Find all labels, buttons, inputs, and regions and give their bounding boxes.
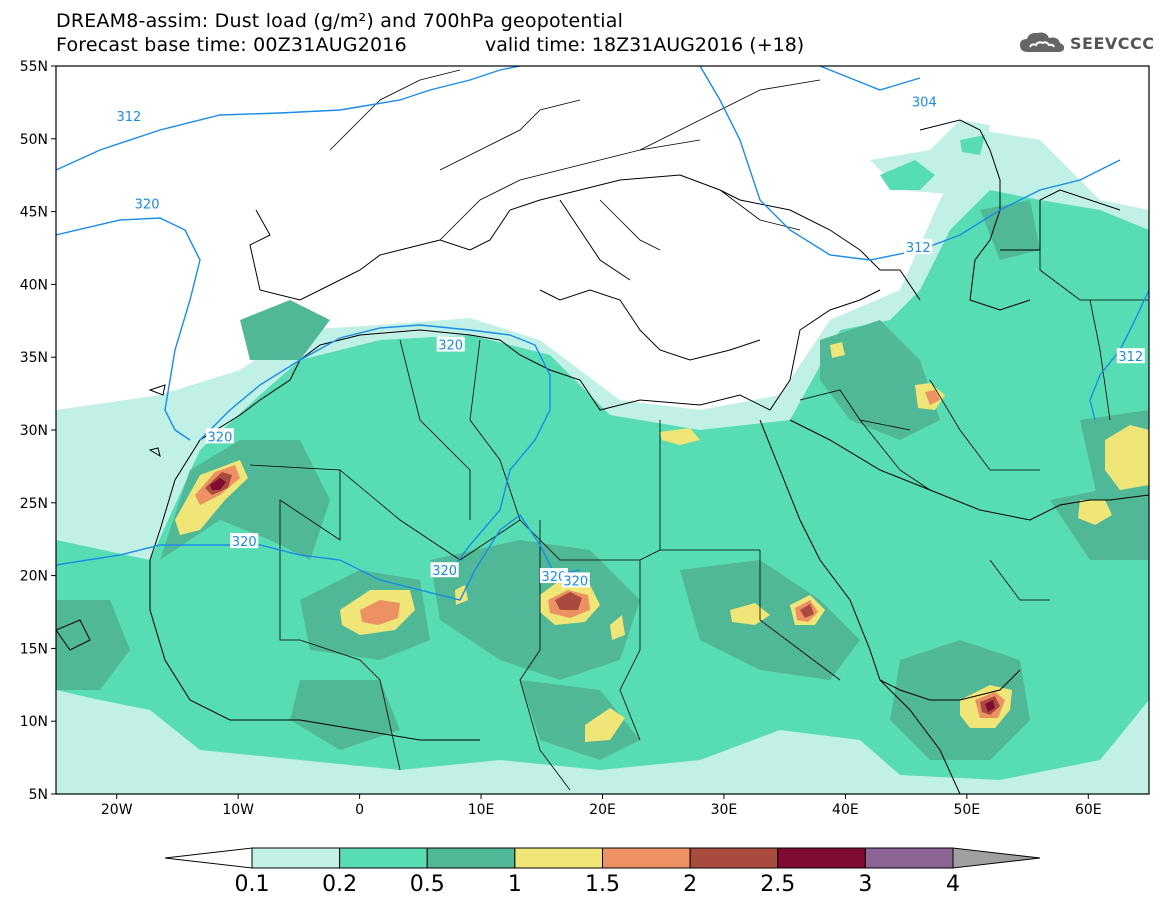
colorbar-swatch [864, 847, 954, 869]
lon-tick-label: 50E [953, 802, 980, 818]
colorbar-level-label: 1.5 [585, 872, 620, 897]
contour-label: 320 [438, 339, 463, 354]
dust-level-2-5 [210, 478, 995, 712]
forecast-base-time: Forecast base time: 00Z31AUG2016 [56, 34, 407, 56]
lat-tick-label: 10N [20, 714, 48, 730]
colorbar-level-label: 1 [507, 872, 522, 897]
colorbar-swatch [339, 847, 428, 869]
logo-text: SEEVCCC [1070, 33, 1155, 53]
colorbar [164, 847, 1041, 869]
lat-tick-label: 50N [20, 132, 48, 148]
contour-label-bg [561, 572, 590, 588]
borders [249, 69, 1149, 791]
contour-label: 312 [116, 110, 141, 125]
contour-label-bg [230, 533, 259, 549]
lat-tick-label: 5N [29, 787, 48, 803]
lon-tick-label: 10W [222, 802, 254, 818]
colorbar-level-label: 0.1 [234, 872, 270, 897]
contour-label-bg [205, 428, 234, 444]
colorbar-level-label: 0.5 [409, 872, 445, 897]
colorbar-swatch [602, 847, 691, 869]
seevccc-logo: SEEVCCC [1018, 28, 1158, 58]
contour-label: 320 [563, 574, 588, 589]
contour-label: 304 [912, 95, 937, 110]
map-title: DREAM8-assim: Dust load (g/m²) and 700hP… [56, 10, 624, 32]
contour-label-bg [904, 239, 933, 254]
contour-label-bg [114, 107, 143, 123]
contour-label: 320 [542, 570, 567, 585]
contour-label: 320 [432, 564, 457, 579]
latitude-ticks: 55N 50N 45N 40N 35N 30N 25N 20N 15N 10N 5N [20, 59, 56, 803]
colorbar-level-label: 2.5 [760, 872, 796, 897]
lon-tick-label: 0 [355, 802, 364, 818]
colorbar-swatch [251, 847, 341, 869]
coastlines [56, 119, 1149, 794]
lat-tick-label: 20N [20, 569, 48, 585]
geopotential-contours [56, 66, 1149, 601]
lon-tick-label: 40E [832, 802, 859, 818]
contour-label: 320 [135, 197, 160, 212]
lon-tick-label: 30E [711, 802, 738, 818]
colorbar-level-label: 3 [858, 872, 873, 897]
lat-tick-label: 55N [20, 59, 48, 75]
contour-label: 320 [232, 535, 257, 550]
contour-label: 320 [208, 430, 233, 445]
lat-tick-label: 45N [20, 205, 48, 221]
contour-label-bg [430, 562, 459, 578]
lat-tick-label: 35N [20, 350, 48, 366]
contour-label-bg [436, 336, 465, 352]
lon-tick-label: 20E [589, 802, 616, 818]
dust-fields [56, 120, 1149, 794]
valid-time: valid time: 18Z31AUG2016 (+18) [485, 34, 805, 56]
colorbar-swatch [689, 847, 779, 869]
colorbar-level-label: 0.2 [322, 872, 358, 897]
colorbar-over-triangle [952, 847, 1041, 869]
lat-tick-label: 25N [20, 496, 48, 512]
contour-label-bg [133, 195, 162, 211]
lon-tick-label: 20W [101, 802, 133, 818]
lon-tick-label: 10E [468, 802, 495, 818]
longitude-ticks: 20W 10W 0 10E 20E 30E 40E 50E 60E [101, 794, 1102, 818]
lon-tick-label: 60E [1075, 802, 1102, 818]
cloud-icon [1020, 32, 1065, 52]
colorbar-level-label: 2 [683, 872, 698, 897]
contour-label: 312 [1118, 350, 1143, 365]
contour-label: 312 [906, 241, 931, 256]
contour-label-bg [910, 93, 939, 109]
colorbar-swatch [777, 847, 866, 869]
lat-tick-label: 40N [20, 277, 48, 293]
contour-label-bg [539, 568, 568, 584]
colorbar-swatch [514, 847, 603, 869]
lat-tick-label: 30N [20, 423, 48, 439]
colorbar-level-label: 4 [946, 872, 960, 897]
colorbar-under-triangle [164, 847, 253, 869]
colorbar-swatch [426, 847, 516, 869]
contour-label-bg [1116, 348, 1145, 364]
lat-tick-label: 15N [20, 641, 48, 657]
